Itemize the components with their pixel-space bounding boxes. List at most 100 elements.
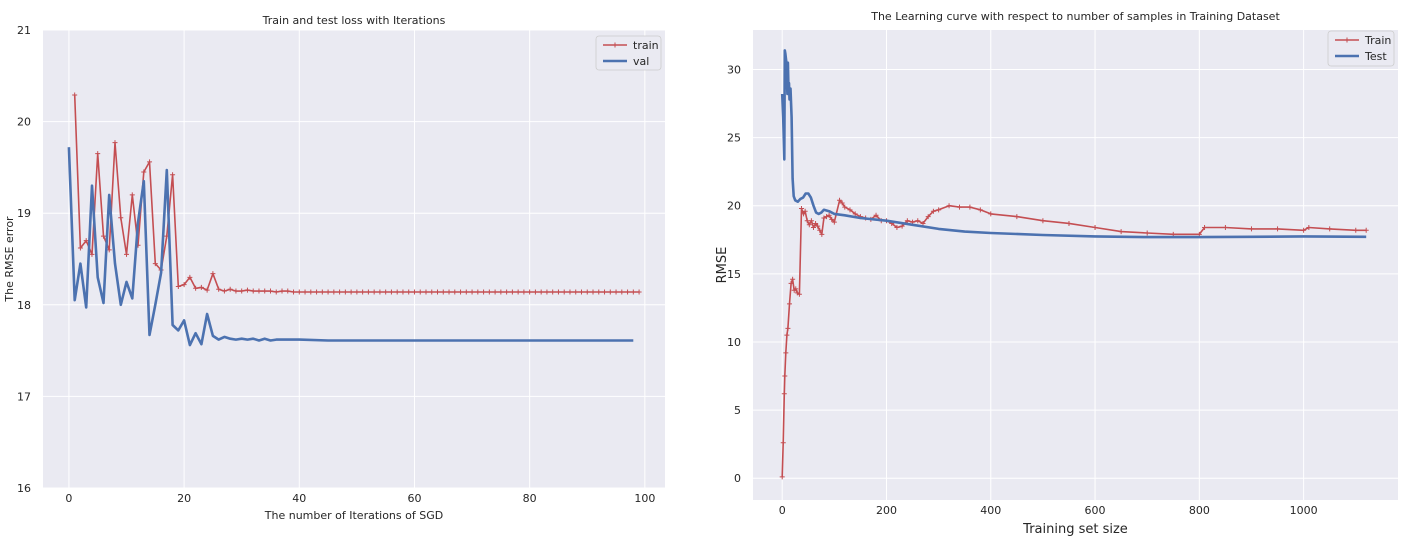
chart1-train-point: [337, 289, 343, 295]
chart2-train-point: [815, 223, 821, 229]
chart2-x-tick-label: 800: [1189, 504, 1210, 517]
chart1-train-point: [388, 289, 394, 295]
chart2-train-point: [925, 214, 931, 220]
chart1-train-point: [584, 289, 590, 295]
chart1-train-point: [170, 172, 176, 178]
chart1-train-point: [383, 289, 389, 295]
chart2-series-layer: [779, 49, 1369, 480]
chart1-y-tick-label: 17: [17, 390, 31, 403]
chart1-train-point: [423, 289, 429, 295]
chart1-train-point: [256, 288, 262, 294]
chart1-train-point: [613, 289, 619, 295]
chart1-ticks: 0 20 40 60 80 100 16 17 18 19 20 21: [17, 24, 655, 505]
chart1-train-point: [446, 289, 452, 295]
chart2-train-point: [956, 204, 962, 210]
chart1-y-tick-label: 16: [17, 482, 31, 495]
chart1-train-point: [124, 251, 130, 257]
chart1-train-point: [458, 289, 464, 295]
chart1-train-point: [308, 289, 314, 295]
chart1-train-point: [273, 289, 279, 295]
chart1-series-val-line: [67, 147, 634, 347]
chart2-train-point: [787, 301, 792, 307]
chart2-train-point: [847, 207, 853, 213]
chart1-train-point: [544, 289, 550, 295]
chart1-train-point: [440, 289, 446, 295]
chart1-y-tick-label: 21: [17, 24, 31, 37]
chart2-train-point: [810, 225, 816, 231]
chart1-y-tick-label: 19: [17, 207, 31, 220]
chart2-train-point: [817, 227, 823, 233]
chart1-train-point: [521, 289, 527, 295]
chart1-train-point: [550, 289, 556, 295]
chart2-train-point: [977, 207, 983, 213]
chart1-train-point: [262, 288, 268, 294]
chart1-train-point: [567, 289, 573, 295]
chart1-train-point: [193, 285, 199, 291]
chart2-y-tick-label: 15: [727, 268, 741, 281]
chart2-train-point: [782, 373, 788, 379]
chart1-train-point: [504, 289, 510, 295]
chart1-train-point: [452, 289, 458, 295]
chart1-train-point: [532, 289, 538, 295]
chart2-x-tick-label: 400: [980, 504, 1001, 517]
chart2-train-point: [821, 215, 827, 221]
chart2-y-tick-label: 20: [727, 200, 741, 213]
chart1-train-point: [72, 92, 78, 98]
chart1-train-point: [279, 288, 285, 294]
chart1-train-point: [538, 289, 544, 295]
chart1-train-point: [181, 282, 187, 288]
chart2-train-point: [1014, 214, 1020, 220]
chart1-train-point: [492, 289, 498, 295]
chart1-legend: train val: [595, 35, 662, 71]
chart1-train-point: [141, 169, 147, 175]
chart1-x-tick-label: 100: [634, 492, 655, 505]
chart1-train-point: [244, 287, 250, 293]
chart1-train-point: [590, 289, 596, 295]
chart2-train-point: [1202, 225, 1208, 231]
chart1-train-point: [636, 289, 642, 295]
chart1-train-point: [555, 289, 561, 295]
chart1-train-point: [435, 289, 441, 295]
chart1-train-point: [325, 289, 331, 295]
chart1-train-point: [498, 289, 504, 295]
chart2-title: The Learning curve with respect to numbe…: [870, 10, 1280, 23]
chart2-train-point: [837, 197, 843, 203]
chart1-train-point: [481, 289, 487, 295]
chart2-train-point: [793, 286, 799, 292]
chart1-legend-label-train: train: [633, 39, 659, 52]
chart1-train-point: [77, 245, 83, 251]
chart1-x-tick-label: 60: [407, 492, 421, 505]
chart2-legend-label-test: Test: [1364, 50, 1387, 63]
chart2-train-point: [829, 216, 835, 222]
chart2-y-tick-label: 25: [727, 132, 741, 145]
chart1-train-point: [630, 289, 636, 295]
chart1-series-layer: [67, 92, 642, 347]
chart2-train-point: [842, 204, 848, 210]
chart1-train-point: [348, 289, 354, 295]
chart1-train-point: [210, 271, 216, 277]
chart1-train-point: [515, 289, 521, 295]
chart2-train-point: [831, 219, 837, 225]
chart2-x-tick-label: 600: [1085, 504, 1106, 517]
chart1-train-point: [250, 288, 256, 294]
chart2-train-point: [967, 204, 973, 210]
chart1-train-point: [342, 289, 348, 295]
chart1-train-point: [469, 289, 475, 295]
chart2-train-point: [798, 205, 804, 211]
chart1-train-point: [561, 289, 567, 295]
chart1-train-point: [291, 289, 297, 295]
chart1-legend-marker: [612, 42, 618, 48]
chart1-train-point: [625, 289, 631, 295]
chart1-x-axis-label: The number of Iterations of SGD: [264, 509, 443, 522]
chart2-train-point: [780, 440, 786, 446]
chart2-train-point: [1144, 230, 1150, 236]
chart2-train-point: [1353, 227, 1359, 233]
chart2-y-tick-label: 10: [727, 336, 741, 349]
chart2-legend-label-train: Train: [1364, 34, 1391, 47]
chart1-train-point: [400, 289, 406, 295]
chart1-train-point: [509, 289, 515, 295]
chart2-train-point: [1363, 227, 1369, 233]
chart2-train-point: [852, 211, 858, 217]
chart2-train-point: [785, 325, 791, 331]
